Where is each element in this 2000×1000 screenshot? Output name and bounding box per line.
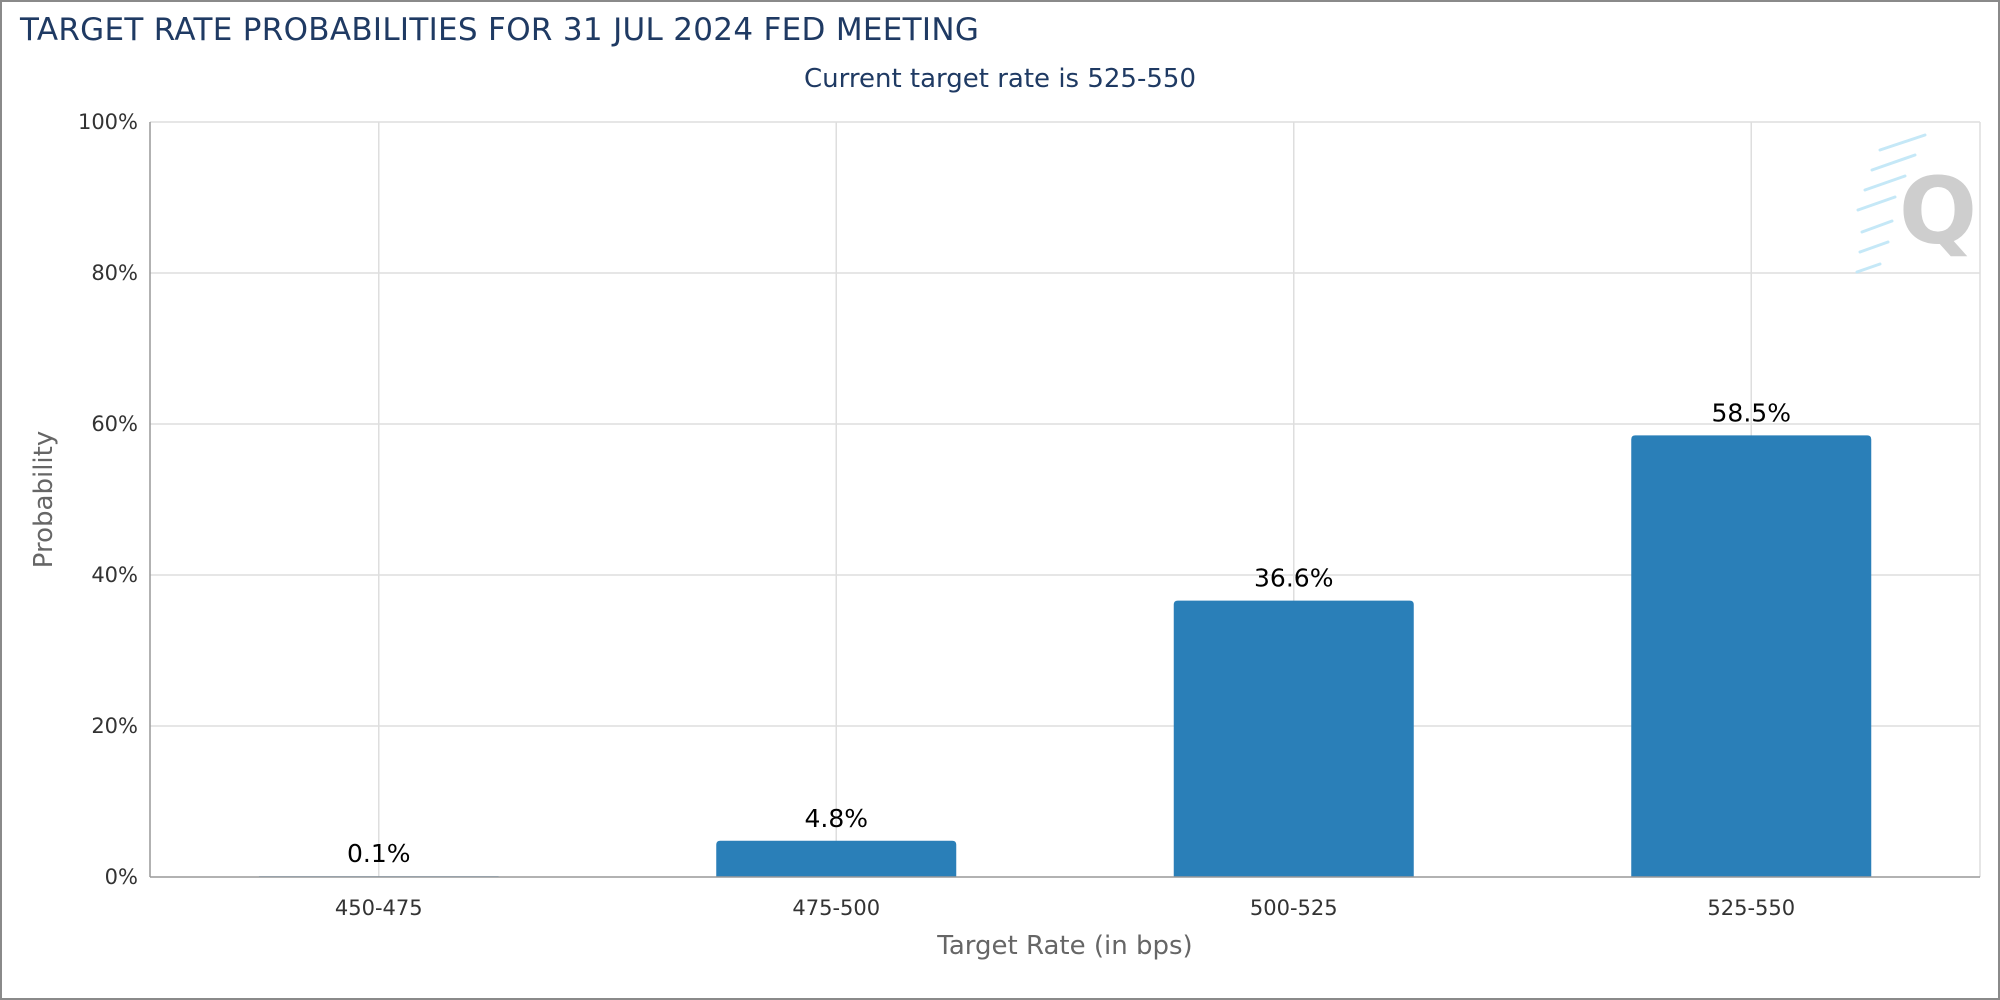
x-tick-label: 500-525	[1250, 896, 1338, 920]
x-tick-label: 450-475	[335, 896, 423, 920]
watermark-logo: Q	[1855, 133, 1977, 274]
bar-data-label: 36.6%	[1254, 564, 1333, 593]
x-tick-label: 475-500	[792, 896, 880, 920]
bar	[1631, 435, 1872, 877]
bar-data-label: 0.1%	[347, 839, 411, 868]
y-tick-label: 20%	[91, 714, 138, 738]
bar-data-label: 58.5%	[1712, 398, 1791, 427]
bars	[258, 435, 1872, 877]
chart-title: TARGET RATE PROBABILITIES FOR 31 JUL 202…	[20, 12, 980, 48]
data-labels: 0.1% 4.8% 36.6% 58.5%	[347, 398, 1791, 868]
y-tick-label: 0%	[105, 865, 138, 889]
x-axis-label: Target Rate (in bps)	[936, 931, 1192, 961]
y-tick-label: 60%	[91, 412, 138, 436]
bar	[1173, 600, 1414, 877]
y-axis-label: Probability	[29, 431, 59, 568]
bar-data-label: 4.8%	[804, 804, 868, 833]
y-tick-label: 80%	[91, 261, 138, 285]
watermark-speed-lines	[1855, 133, 1927, 274]
y-axis-ticks: 0% 20% 40% 60% 80% 100%	[78, 110, 138, 889]
x-tick-label: 525-550	[1707, 896, 1795, 920]
x-axis-ticks: 450-475 475-500 500-525 525-550	[335, 896, 1795, 920]
y-tick-label: 40%	[91, 563, 138, 587]
bar	[716, 840, 957, 877]
watermark-q-letter: Q	[1899, 158, 1977, 265]
chart-subtitle: Current target rate is 525-550	[804, 64, 1196, 94]
y-tick-label: 100%	[78, 110, 138, 134]
